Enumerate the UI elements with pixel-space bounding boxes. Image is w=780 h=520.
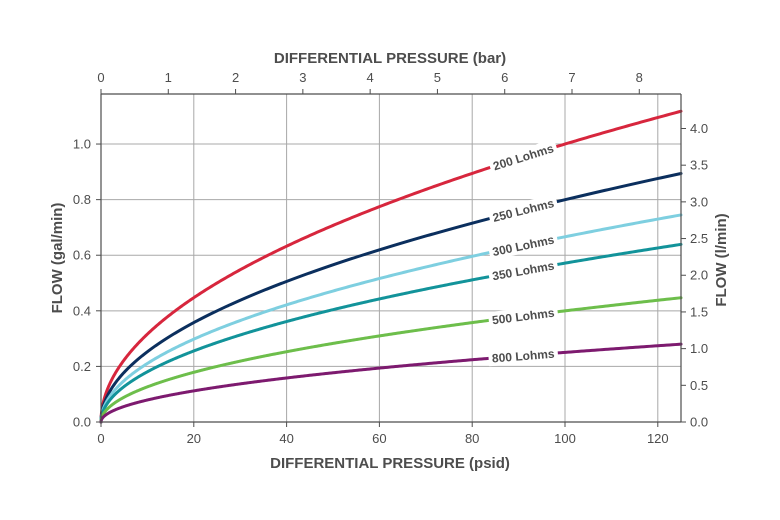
x-top-tick-label: 8 (636, 70, 643, 85)
series-label: 500 Lohms (491, 306, 555, 328)
grid (101, 94, 681, 422)
y-left-tick-label: 1.0 (73, 137, 91, 152)
y-right-tick-label: 2.5 (690, 231, 708, 246)
y-right-tick-label: 3.5 (690, 158, 708, 173)
series-label: 800 Lohms (491, 347, 555, 366)
y-right-tick-label: 3.0 (690, 194, 708, 209)
series-lines (99, 109, 683, 424)
y-right-tick-label: 2.0 (690, 268, 708, 283)
y-right-tick-label: 0.5 (690, 378, 708, 393)
series-label-background (487, 303, 559, 329)
series-label-group: 300 Lohms (487, 230, 559, 261)
x-top-tick-label: 4 (367, 70, 374, 85)
series-label: 350 Lohms (491, 258, 555, 283)
y-right-tick-label: 1.5 (690, 304, 708, 319)
series-label-background (487, 138, 559, 175)
x-axis-bottom-title: DIFFERENTIAL PRESSURE (psid) (270, 455, 510, 472)
series-label: 200 Lohms (491, 141, 555, 173)
series-label-group: 350 Lohms (487, 256, 559, 285)
y-left-tick-label: 0.2 (73, 359, 91, 374)
x-bottom-tick-label: 0 (97, 431, 104, 446)
y-axis-left-title: FLOW (gal/min) (49, 203, 66, 314)
axes: 0 20 40 60 80 100 120 0 1 2 3 4 5 6 7 8 0.0 0.2 0.4 0.6 0.8 1… (73, 70, 708, 446)
series-label-background (487, 193, 559, 227)
x-bottom-tick-label: 120 (647, 431, 669, 446)
x-top-tick-label: 3 (299, 70, 306, 85)
x-top-tick-label: 2 (232, 70, 239, 85)
series-line-500-lohms (99, 296, 683, 424)
x-bottom-tick-label: 60 (372, 431, 386, 446)
y-right-tick-label: 4.0 (690, 121, 708, 136)
series-line-800-lohms (99, 342, 683, 424)
x-bottom-tick-label: 20 (187, 431, 201, 446)
series-label-group: 800 Lohms (487, 344, 559, 367)
x-top-tick-label: 5 (434, 70, 441, 85)
series-label-background (487, 230, 559, 261)
x-top-tick-label: 0 (97, 70, 104, 85)
y-axis-right-title: FLOW (l/min) (713, 213, 730, 306)
series-label-background (487, 256, 559, 285)
y-right-tick-label: 1.0 (690, 341, 708, 356)
y-left-tick-label: 0.0 (73, 415, 91, 430)
x-top-tick-label: 1 (165, 70, 172, 85)
x-axis-top-title: DIFFERENTIAL PRESSURE (bar) (274, 50, 506, 67)
y-left-tick-label: 0.4 (73, 303, 91, 318)
y-left-tick-label: 0.8 (73, 192, 91, 207)
y-right-tick-label: 0.0 (690, 415, 708, 430)
x-top-tick-label: 7 (568, 70, 575, 85)
x-top-tick-label: 6 (501, 70, 508, 85)
series-label: 250 Lohms (491, 196, 556, 225)
series-label-group: 250 Lohms (487, 193, 559, 227)
y-left-tick-label: 0.6 (73, 248, 91, 263)
series-label-background (487, 344, 559, 367)
x-bottom-tick-label: 40 (279, 431, 293, 446)
x-bottom-tick-label: 80 (465, 431, 479, 446)
x-bottom-tick-label: 100 (554, 431, 576, 446)
series-label-group: 500 Lohms (487, 303, 559, 329)
